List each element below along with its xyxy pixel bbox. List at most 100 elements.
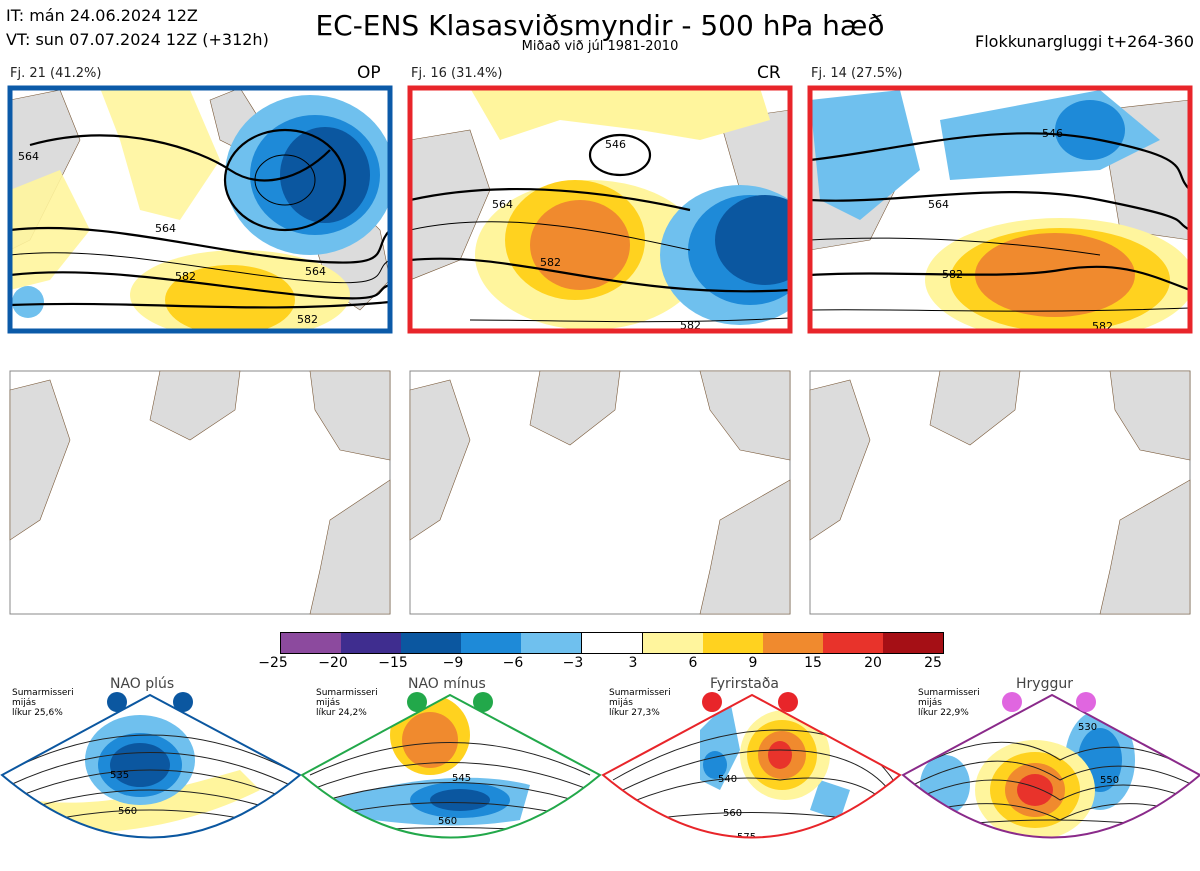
colorbar-swatch [521,633,581,653]
regime-4-name: Hryggur [1016,676,1073,692]
panel-1-border [7,85,393,334]
regime-marker [1076,692,1096,712]
regime-1-name: NAO plús [110,676,175,692]
contour-label: 545 [452,773,471,784]
map-panel-2: 546 564 582 582 [410,88,790,332]
contour-label: 546 [1042,127,1063,140]
regime-maps-row: 535 560 545 560 575 [0,692,1200,861]
page-title: EC-ENS Klasasviðsmyndir - 500 hPa hæð [315,9,885,42]
colorbar-tick: −6 [502,655,524,671]
regime-map-nao-plus: 535 560 [0,692,302,839]
contour-label: 582 [540,256,561,269]
colorbar-tick: −3 [562,655,584,671]
regime-probability: líkur 22,9% [918,708,969,718]
regime-season: Sumarmisseri [316,688,378,698]
colorbar-swatch [883,633,943,653]
panel-label-2: Fj. 16 (31.4%) [411,66,503,81]
regime-season: Sumarmisseri [609,688,671,698]
panel-3-border [807,85,1193,334]
contour-label: 564 [18,150,39,163]
regime-level: mijás [918,698,942,708]
contour-label: 564 [492,198,513,211]
valid-time: VT: sun 07.07.2024 12Z (+312h) [6,30,269,49]
colorbar-tick: 6 [688,655,698,671]
contour-label: 560 [723,808,742,819]
contour-label: 560 [118,806,137,817]
regime-season: Sumarmisseri [12,688,74,698]
panel-2-border [407,85,793,334]
regime-level: mijás [316,698,340,708]
colorbar-swatch [703,633,763,653]
panel-tag-2: CR [757,63,781,83]
page-subtitle: Miðað við júl 1981-2010 [521,39,679,54]
colorbar-swatch [281,633,341,653]
colorbar-tick: 20 [864,655,882,671]
contour-label: 560 [438,816,457,827]
regime-1-info: Sumarmisseri mijás líkur 25,6% [12,688,74,718]
colorbar [280,632,944,654]
regime-marker [173,692,193,712]
regime-season: Sumarmisseri [918,688,980,698]
regime-4-info: Sumarmisseri mijás líkur 22,9% [918,688,980,718]
colorbar-tick: −15 [378,655,408,671]
regime-probability: líkur 27,3% [609,708,660,718]
classification-window: Flokkunargluggi t+264-360 [975,32,1194,51]
contour-label: 582 [942,268,963,281]
regime-probability: líkur 25,6% [12,708,63,718]
base-map-row [9,370,1191,615]
colorbar-tick: 9 [748,655,758,671]
contour-label: 575 [737,832,756,843]
colorbar-swatch [401,633,461,653]
contour-label: 575 [447,850,466,861]
contour-label: 540 [718,774,737,785]
contour-label: 530 [1078,722,1097,733]
regime-marker [1002,692,1022,712]
colorbar-swatch [461,633,521,653]
colorbar-tick: −9 [442,655,464,671]
contour-label: 564 [155,222,176,235]
colorbar-tick: −25 [258,655,288,671]
regime-2-info: Sumarmisseri mijás líkur 24,2% [316,688,378,718]
contour-label: 546 [605,138,626,151]
regime-map-ridge: 530 550 575 [901,692,1200,849]
contour-label: 535 [110,770,129,781]
regime-marker [778,692,798,712]
regime-marker [473,692,493,712]
panel-tag-1: OP [357,63,381,83]
base-map-2 [409,370,791,615]
regime-2-name: NAO mínus [408,676,486,692]
regime-marker [702,692,722,712]
colorbar-swatch [643,633,703,653]
contour-label: 582 [1092,320,1113,333]
regime-marker [407,692,427,712]
colorbar-tick: 25 [924,655,942,671]
anomaly-map-row: 564 564 564 582 582 546 564 582 582 [7,85,1193,334]
regime-marker [107,692,127,712]
contour-label: 564 [928,198,949,211]
regime-level: mijás [12,698,36,708]
base-map-1 [9,370,391,615]
map-panel-3: 546 564 582 582 [810,88,1190,333]
contour-label: 564 [305,265,326,278]
regime-map-blocking: 540 560 575 [601,692,902,843]
regime-level: mijás [609,698,633,708]
regime-probability: líkur 24,2% [316,708,367,718]
contour-label: 582 [175,270,196,283]
contour-label: 550 [1100,775,1119,786]
colorbar-swatch [823,633,883,653]
regime-3-name: Fyrirstaða [710,676,779,692]
colorbar-swatch [581,633,643,653]
panel-label-1: Fj. 21 (41.2%) [10,66,102,81]
colorbar-tick: 15 [804,655,822,671]
map-panel-1: 564 564 564 582 582 [10,88,390,331]
base-map-3 [809,370,1191,615]
regime-3-info: Sumarmisseri mijás líkur 27,3% [609,688,671,718]
contour-label: 575 [1095,838,1114,849]
contour-label: 582 [680,319,701,332]
regime-map-nao-minus: 545 560 575 [300,692,602,861]
init-time: IT: mán 24.06.2024 12Z [6,6,198,25]
colorbar-swatch [341,633,401,653]
colorbar-tick: 3 [628,655,638,671]
contour-label: 582 [297,313,318,326]
panel-label-3: Fj. 14 (27.5%) [811,66,903,81]
